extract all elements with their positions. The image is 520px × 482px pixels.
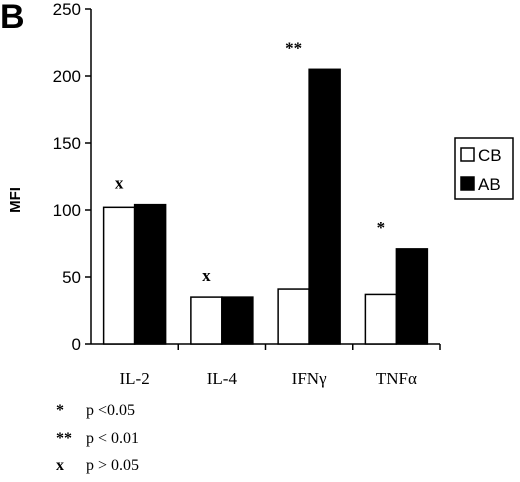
footnote-1: * p <0.05 <box>56 402 135 420</box>
bars <box>102 68 429 345</box>
panel-label: B <box>0 0 25 36</box>
y-tick-label-4: 200 <box>53 67 81 86</box>
legend-label-cb: CB <box>478 146 502 165</box>
bar-cb-2 <box>277 288 310 345</box>
significance-label-0: x <box>115 174 124 193</box>
bar-ab-0 <box>133 203 167 345</box>
y-tick-label-0: 0 <box>72 335 81 354</box>
legend-swatch-ab <box>460 176 475 191</box>
bar-ab-2 <box>308 68 341 345</box>
footnote-1-symbol: * <box>56 402 64 419</box>
footnote-2-text: p < 0.01 <box>86 430 140 447</box>
significance-label-3: * <box>377 218 386 237</box>
legend-label-ab: AB <box>478 175 501 194</box>
footnote-1-text: p <0.05 <box>86 402 136 419</box>
footnote-2-symbol: ** <box>56 430 72 447</box>
x-tick-label-0: IL-2 <box>120 369 150 388</box>
x-tick-label-3: TNFα <box>376 369 417 388</box>
bar-ab-1 <box>221 296 254 345</box>
footnote-2: ** p < 0.01 <box>56 430 139 448</box>
bar-cb-1 <box>190 296 223 345</box>
x-tick-label-2: IFNγ <box>292 369 327 388</box>
bar-ab-3 <box>395 248 429 345</box>
significance-label-1: x <box>202 266 211 285</box>
legend-swatch-cb <box>460 147 475 162</box>
bar-cb-3 <box>364 293 398 345</box>
y-axis-label: MFI <box>7 187 24 213</box>
y-tick-label-5: 250 <box>53 0 81 19</box>
footnote-3-symbol: x <box>56 457 64 474</box>
x-tick-label-1: IL-4 <box>207 369 238 388</box>
y-tick-label-1: 50 <box>62 268 81 287</box>
footnote-3: x p > 0.05 <box>56 457 139 475</box>
bar-cb-0 <box>102 206 136 345</box>
y-tick-label-3: 150 <box>53 134 81 153</box>
labels: 0 50 100 150 200 250 IL-2 x IL-4 x IFNγ ** TNFα * <box>53 0 417 388</box>
bar-chart: B MFI 0 50 100 150 200 250 IL-2 x IL-4 x IFNγ ** TNF… <box>0 0 514 388</box>
y-tick-label-2: 100 <box>53 201 81 220</box>
legend: CB AB <box>454 137 514 200</box>
significance-label-2: ** <box>285 38 302 57</box>
footnote-3-text: p > 0.05 <box>86 457 140 474</box>
